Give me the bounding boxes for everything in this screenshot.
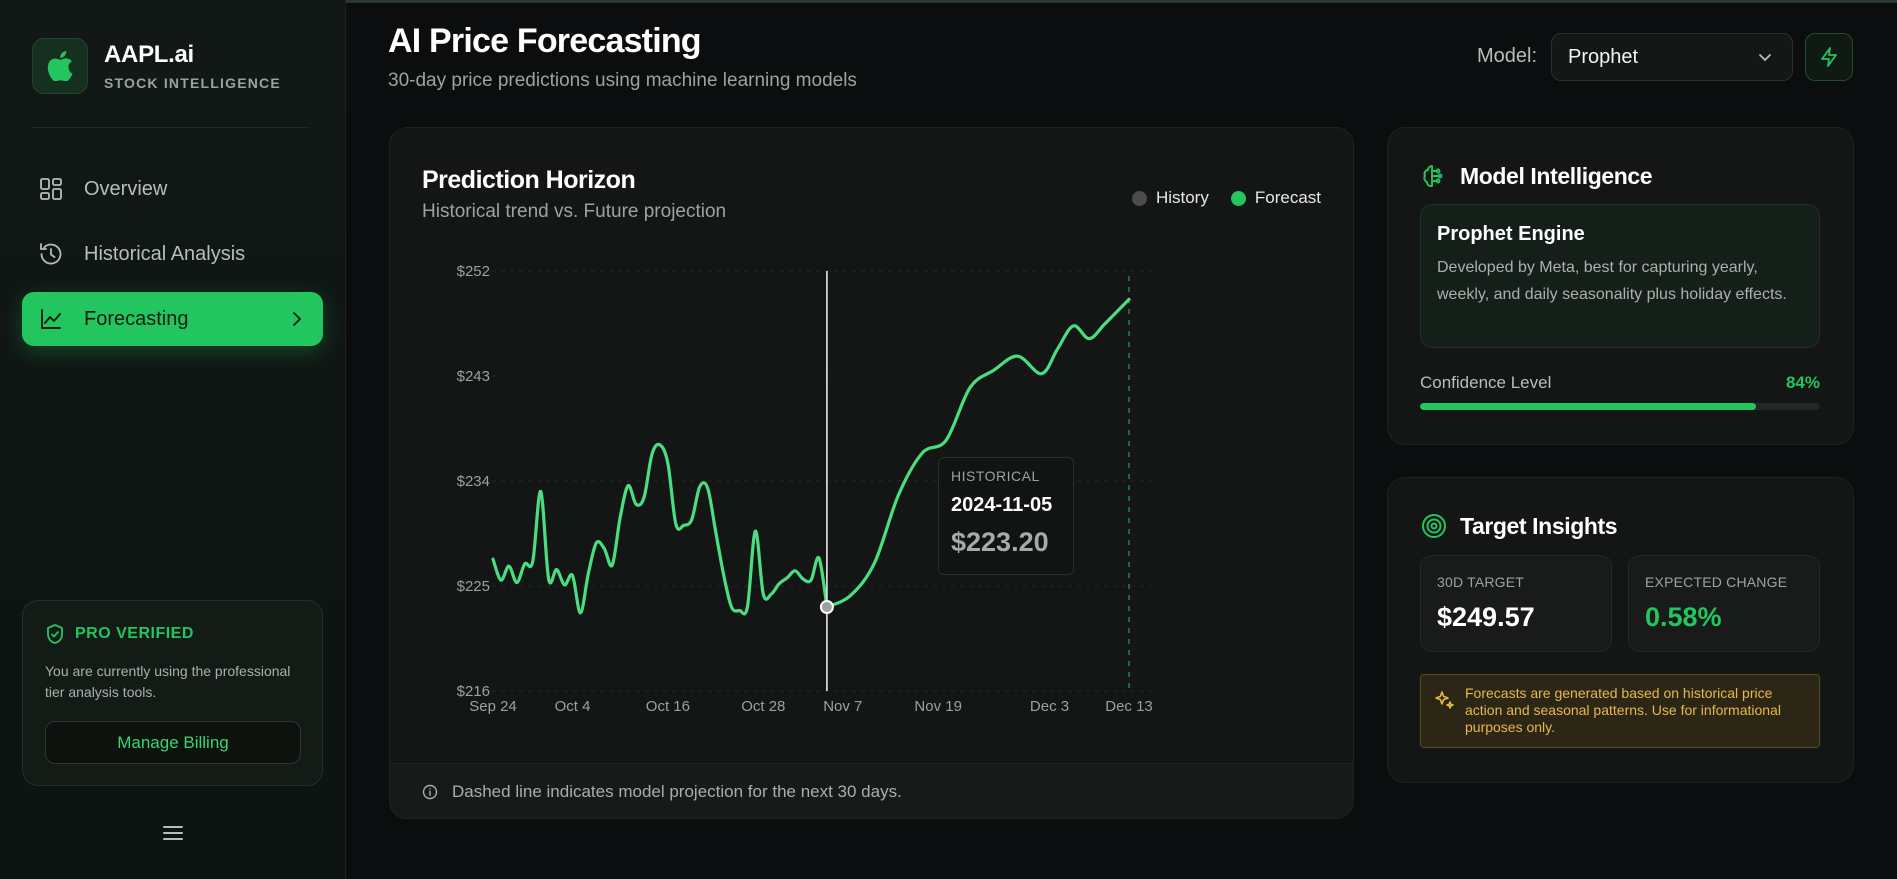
legend-label: Forecast xyxy=(1254,188,1321,207)
brand-name: AAPL.ai xyxy=(104,41,194,68)
engine-description: Developed by Meta, best for capturing ye… xyxy=(1437,259,1787,303)
target-title: Target Insights xyxy=(1460,512,1618,539)
tooltip-date: 2024-11-05 xyxy=(951,494,1053,516)
line-chart-icon xyxy=(38,306,64,332)
chart-subtitle: Historical trend vs. Future projection xyxy=(422,201,727,222)
confidence-bar-fill xyxy=(1420,403,1756,410)
sidebar-item-label: Historical Analysis xyxy=(84,242,246,265)
chevron-down-icon xyxy=(1756,48,1774,72)
target-stat-box: 30D TARGET $249.57 xyxy=(1420,555,1612,652)
model-label: Model: xyxy=(1477,45,1538,67)
target-insights-card: Target Insights 30D TARGET $249.57 EXPEC… xyxy=(1387,477,1854,783)
sidebar-item-label: Overview xyxy=(84,177,168,200)
hover-point xyxy=(819,600,834,614)
apple-logo-icon xyxy=(32,38,88,94)
manage-billing-button[interactable]: Manage Billing xyxy=(45,721,301,764)
sidebar: AAPL.ai STOCK INTELLIGENCE Overview Hist… xyxy=(0,0,346,879)
run-forecast-button[interactable] xyxy=(1805,33,1853,81)
target-icon xyxy=(1422,514,1446,538)
info-icon xyxy=(422,784,438,800)
forecast-series-line xyxy=(825,297,1131,609)
confidence-label: Confidence Level xyxy=(1420,373,1552,392)
chart-footer: Dashed line indicates model projection f… xyxy=(390,763,1353,818)
confidence-bar xyxy=(1420,403,1820,410)
footer-note: Dashed line indicates model projection f… xyxy=(452,782,902,801)
x-tick-label: Dec 3 xyxy=(1030,698,1069,715)
change-label: EXPECTED CHANGE xyxy=(1645,574,1788,590)
x-tick-label: Nov 7 xyxy=(823,698,862,715)
disclaimer-text: Forecasts are generated based on histori… xyxy=(1465,685,1781,735)
grid-icon xyxy=(38,176,64,202)
model-select-value: Prophet xyxy=(1568,45,1639,68)
change-value: 0.58% xyxy=(1645,602,1722,632)
sidebar-divider xyxy=(32,127,310,128)
legend-dot xyxy=(1230,190,1246,206)
menu-icon[interactable] xyxy=(162,824,184,847)
legend-dot xyxy=(1131,190,1147,206)
chevron-right-icon xyxy=(291,309,303,335)
x-tick-label: Oct 16 xyxy=(646,698,690,715)
sidebar-item-forecasting[interactable]: Forecasting xyxy=(22,292,323,346)
target-label: 30D TARGET xyxy=(1437,574,1525,590)
pro-verified-card: PRO VERIFIED You are currently using the… xyxy=(22,600,323,786)
legend-item-history[interactable]: History xyxy=(1131,188,1209,208)
disclaimer-note: Forecasts are generated based on histori… xyxy=(1420,674,1820,748)
page-subtitle: 30-day price predictions using machine l… xyxy=(388,70,857,91)
change-stat-box: EXPECTED CHANGE 0.58% xyxy=(1628,555,1820,652)
chart-tooltip: HISTORICAL 2024-11-05 $223.20 xyxy=(938,457,1074,575)
tooltip-label: HISTORICAL xyxy=(951,468,1040,484)
shield-check-icon xyxy=(47,624,63,644)
sidebar-item-historical-analysis[interactable]: Historical Analysis xyxy=(22,227,323,281)
y-tick-label: $216 xyxy=(457,683,490,700)
brand-subtitle: STOCK INTELLIGENCE xyxy=(104,75,281,91)
chart-title: Prediction Horizon xyxy=(422,166,636,194)
x-tick-label: Sep 24 xyxy=(469,698,517,715)
target-value: $249.57 xyxy=(1437,602,1535,632)
intel-title: Model Intelligence xyxy=(1460,162,1653,189)
x-tick-label: Dec 13 xyxy=(1105,698,1153,715)
history-icon xyxy=(38,241,64,267)
lightning-icon xyxy=(1821,47,1837,67)
tooltip-value: $223.20 xyxy=(951,527,1049,557)
pro-title: PRO VERIFIED xyxy=(75,625,194,642)
legend-item-forecast[interactable]: Forecast xyxy=(1230,188,1321,208)
legend-label: History xyxy=(1155,188,1209,207)
y-tick-label: $234 xyxy=(457,473,490,490)
prediction-chart-card: Prediction Horizon Historical trend vs. … xyxy=(389,127,1354,819)
confidence-value: 84% xyxy=(1785,373,1820,392)
x-tick-label: Nov 19 xyxy=(914,698,962,715)
window-top-edge xyxy=(0,0,1897,3)
sidebar-item-label: Forecasting xyxy=(84,307,189,330)
brain-icon xyxy=(1423,165,1443,188)
brand[interactable]: AAPL.ai STOCK INTELLIGENCE xyxy=(32,38,281,94)
x-tick-label: Oct 28 xyxy=(741,698,785,715)
y-tick-label: $243 xyxy=(457,368,490,385)
sidebar-item-overview[interactable]: Overview xyxy=(22,162,323,216)
model-intelligence-card: Model Intelligence Prophet Engine Develo… xyxy=(1387,127,1854,445)
sparkles-icon xyxy=(1433,689,1455,715)
y-tick-label: $225 xyxy=(457,578,490,595)
page-title: AI Price Forecasting xyxy=(388,22,702,60)
engine-name: Prophet Engine xyxy=(1437,223,1585,245)
chart-legend: History Forecast xyxy=(1110,188,1321,208)
model-select[interactable]: Prophet xyxy=(1551,33,1793,81)
history-series-line xyxy=(491,442,829,616)
y-tick-label: $252 xyxy=(457,263,490,280)
x-tick-label: Oct 4 xyxy=(555,698,591,715)
pro-description: You are currently using the professional… xyxy=(45,663,291,700)
engine-info-box: Prophet Engine Developed by Meta, best f… xyxy=(1420,204,1820,348)
